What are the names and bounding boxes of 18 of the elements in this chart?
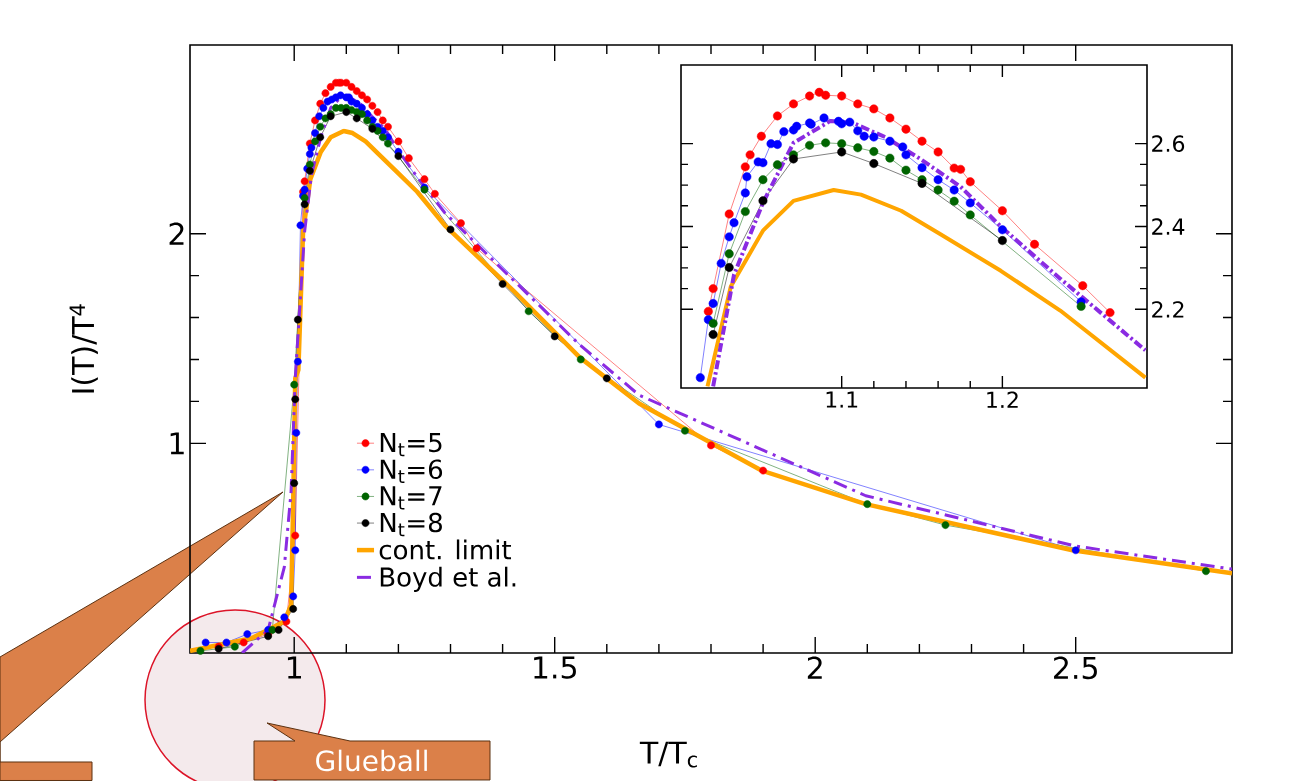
x-tick-label: 2	[807, 656, 822, 679]
y-tick-label: 2.6	[1152, 135, 1185, 152]
legend-label: N$_{t}$=8	[380, 512, 442, 537]
x-tick-label: 2.5	[1054, 656, 1097, 680]
y-tick-label: 2.4	[1152, 218, 1185, 235]
legend-label: Boyd et al.	[380, 566, 516, 592]
legend-label: N$_{t}$=5	[380, 432, 442, 457]
y-tick-label: 2.2	[1152, 301, 1184, 318]
x-tick-label: 1	[287, 656, 301, 679]
x-axis-title: T/T$_{c}$	[639, 741, 697, 768]
legend-label: cont. limit	[379, 539, 512, 560]
x-tick-label: 1.1	[826, 391, 858, 408]
x-tick-label: 1.2	[987, 391, 1018, 408]
y-axis-title: I(T)/T$^{4}$	[69, 304, 98, 393]
text: Glueball	[316, 749, 427, 772]
legend-label: N$_{t}$=6	[380, 459, 443, 483]
legend-label: N$_{t}$=7	[380, 486, 442, 510]
x-tick-label: 1.5	[534, 656, 576, 679]
